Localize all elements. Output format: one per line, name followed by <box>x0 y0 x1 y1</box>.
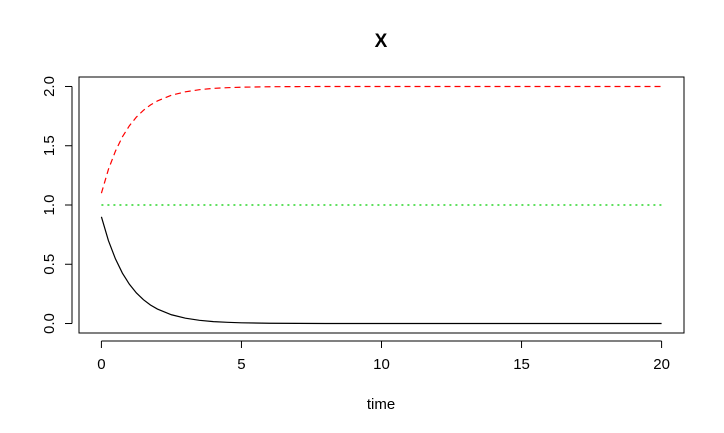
y-tick-label: 0.5 <box>41 254 58 275</box>
x-tick-label: 15 <box>513 356 530 373</box>
series-line-2 <box>100 85 662 194</box>
chart-title: X <box>375 31 388 52</box>
y-tick-label: 1.5 <box>41 135 58 156</box>
x-tick-label: 10 <box>373 356 390 373</box>
x-axis-label: time <box>367 396 395 413</box>
x-tick-label: 5 <box>237 356 245 373</box>
y-tick-label: 0.0 <box>41 313 58 334</box>
y-tick-label: 1.0 <box>41 195 58 216</box>
plot-frame <box>78 76 685 334</box>
series-layer <box>100 85 662 325</box>
y-tick-label: 2.0 <box>41 76 58 97</box>
x-axis: 0 5 10 15 20 <box>97 340 670 373</box>
x-tick-label: 0 <box>97 356 105 373</box>
y-axis: 0.0 0.5 1.0 1.5 2.0 <box>41 76 73 334</box>
x-tick-label: 20 <box>653 356 670 373</box>
series-line-1 <box>100 216 662 325</box>
